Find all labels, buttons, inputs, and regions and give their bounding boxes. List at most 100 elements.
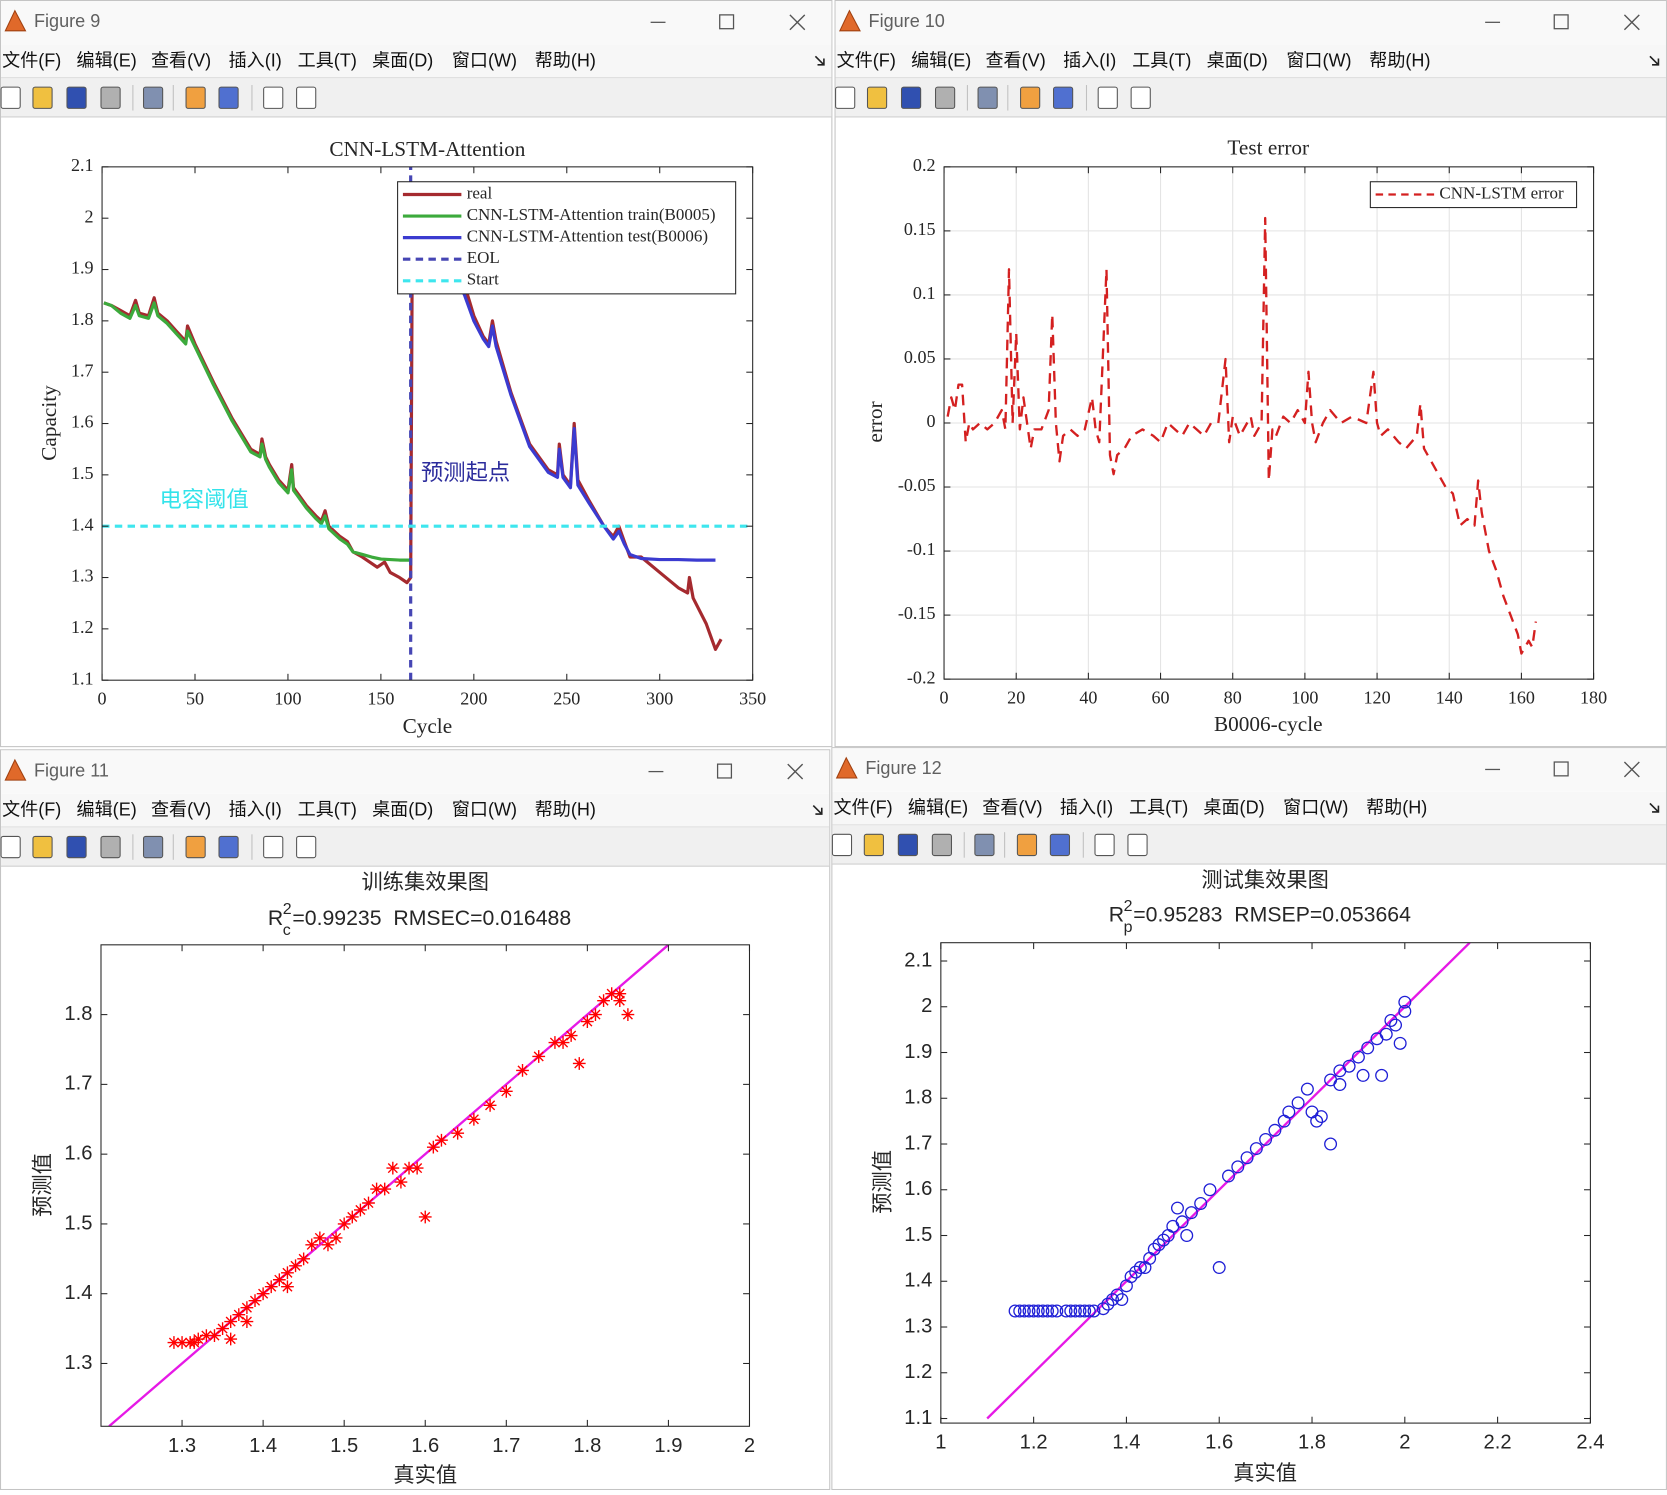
menu-item[interactable]: 桌面(D)	[1203, 798, 1264, 818]
toolbar-button[interactable]	[66, 835, 87, 859]
app-icon	[835, 756, 858, 779]
toolbar-button[interactable]	[897, 833, 918, 857]
close-button[interactable]	[1623, 761, 1640, 778]
dock-arrow[interactable]	[1649, 55, 1660, 66]
x-tick-label: 1.8	[1298, 1432, 1326, 1454]
toolbar-button[interactable]	[1049, 833, 1071, 857]
maximize-button[interactable]	[719, 14, 735, 30]
menu-item[interactable]: 工具(T)	[1129, 798, 1188, 818]
marker	[281, 1266, 294, 1280]
menu-item[interactable]: 帮助(H)	[1366, 798, 1427, 818]
menu-item[interactable]: 帮助(H)	[535, 800, 596, 820]
toolbar-button[interactable]	[185, 835, 206, 859]
menu-item[interactable]: 插入(I)	[229, 50, 282, 70]
toolbar-button[interactable]	[866, 86, 888, 109]
legend-label: CNN-LSTM-Attention test(B0006)	[467, 227, 708, 246]
dock-arrow[interactable]	[1649, 802, 1660, 813]
y-axis-label: error	[863, 401, 887, 442]
toolbar-button[interactable]	[863, 833, 884, 857]
toolbar-button[interactable]	[263, 835, 284, 859]
toolbar-button[interactable]	[1127, 833, 1148, 857]
marker	[240, 1315, 254, 1328]
menu-item[interactable]: 窗口(W)	[1286, 50, 1351, 70]
data-line	[103, 301, 411, 562]
toolbar-button[interactable]	[1016, 833, 1038, 857]
menu-item[interactable]: 桌面(D)	[1207, 50, 1268, 70]
toolbar-button[interactable]	[835, 86, 856, 109]
dock-arrow[interactable]	[814, 55, 825, 66]
menu-item[interactable]: 插入(I)	[1060, 798, 1113, 818]
marker	[1398, 1004, 1412, 1018]
toolbar-button[interactable]	[218, 835, 239, 859]
marker	[1175, 1215, 1189, 1229]
menu-item[interactable]: 查看(V)	[985, 50, 1045, 70]
toolbar-button[interactable]	[142, 835, 164, 859]
toolbar-button[interactable]	[32, 835, 53, 859]
menu-item[interactable]: 桌面(D)	[372, 800, 433, 820]
menu-item[interactable]: 查看(V)	[151, 50, 211, 70]
menu-item[interactable]: 编辑(E)	[908, 798, 968, 818]
dock-arrow[interactable]	[812, 805, 823, 815]
toolbar-button[interactable]	[32, 86, 53, 109]
toolbar-button[interactable]	[296, 86, 317, 109]
marker	[572, 1057, 586, 1070]
toolbar-button[interactable]	[142, 86, 164, 109]
menu-item[interactable]: 查看(V)	[151, 800, 211, 820]
toolbar-button[interactable]	[100, 835, 121, 859]
toolbar-button[interactable]	[831, 833, 853, 857]
toolbar-button[interactable]	[974, 833, 995, 857]
toolbar-button[interactable]	[0, 86, 21, 109]
menu-item[interactable]: 编辑(E)	[911, 50, 971, 70]
toolbar-button[interactable]	[296, 835, 317, 859]
menu-item[interactable]: 工具(T)	[298, 50, 357, 70]
toolbar-button[interactable]	[100, 86, 121, 109]
menu-item[interactable]: 窗口(W)	[452, 800, 517, 820]
menu-item[interactable]: 插入(I)	[229, 800, 282, 820]
toolbar-button[interactable]	[1020, 86, 1041, 109]
toolbar-button[interactable]	[1053, 86, 1074, 109]
menu-item[interactable]: 帮助(H)	[535, 50, 596, 70]
marker	[1291, 1096, 1305, 1110]
marker	[321, 1238, 335, 1252]
toolbar-button[interactable]	[1130, 86, 1151, 109]
menu-item[interactable]: 查看(V)	[982, 798, 1042, 818]
close-button[interactable]	[787, 763, 804, 780]
toolbar-button[interactable]	[934, 86, 956, 109]
toolbar-button[interactable]	[900, 86, 922, 109]
toolbar-button[interactable]	[977, 86, 998, 109]
toolbar-button[interactable]	[0, 835, 21, 859]
menu-item[interactable]: 工具(T)	[298, 800, 357, 820]
menu-item[interactable]: 文件(F)	[833, 798, 892, 818]
app-icon	[4, 758, 27, 781]
toolbar-button[interactable]	[263, 86, 284, 109]
menu-item[interactable]: 文件(F)	[2, 800, 61, 820]
menu-item[interactable]: 插入(I)	[1063, 50, 1116, 70]
marker	[418, 1210, 432, 1224]
menu-item[interactable]: 帮助(H)	[1369, 50, 1430, 70]
menu-item[interactable]: 编辑(E)	[77, 50, 137, 70]
maximize-button[interactable]	[716, 763, 733, 779]
maximize-button[interactable]	[1553, 14, 1569, 30]
close-button[interactable]	[1623, 14, 1640, 31]
toolbar-button[interactable]	[931, 833, 953, 857]
marker	[1045, 1304, 1059, 1318]
toolbar-button[interactable]	[66, 86, 87, 109]
menu-item[interactable]: 文件(F)	[2, 50, 61, 70]
marker	[426, 1140, 440, 1154]
menu-item[interactable]: 文件(F)	[837, 50, 896, 70]
menu-item[interactable]: 编辑(E)	[77, 800, 137, 820]
menu-item[interactable]: 桌面(D)	[372, 50, 433, 70]
toolbar-button[interactable]	[1097, 86, 1118, 109]
maximize-button[interactable]	[1553, 761, 1569, 777]
toolbar-button[interactable]	[218, 86, 239, 109]
close-button[interactable]	[789, 14, 806, 31]
toolbar-button[interactable]	[185, 86, 206, 109]
menu-item[interactable]: 窗口(W)	[1283, 798, 1348, 818]
toolbar-button[interactable]	[1094, 833, 1115, 857]
marker	[1184, 1206, 1198, 1220]
menu-item[interactable]: 工具(T)	[1132, 50, 1191, 70]
x-axis-label: 真实值	[393, 1463, 457, 1487]
marker	[621, 1008, 635, 1021]
menu-item[interactable]: 窗口(W)	[452, 50, 517, 70]
marker	[199, 1329, 213, 1342]
